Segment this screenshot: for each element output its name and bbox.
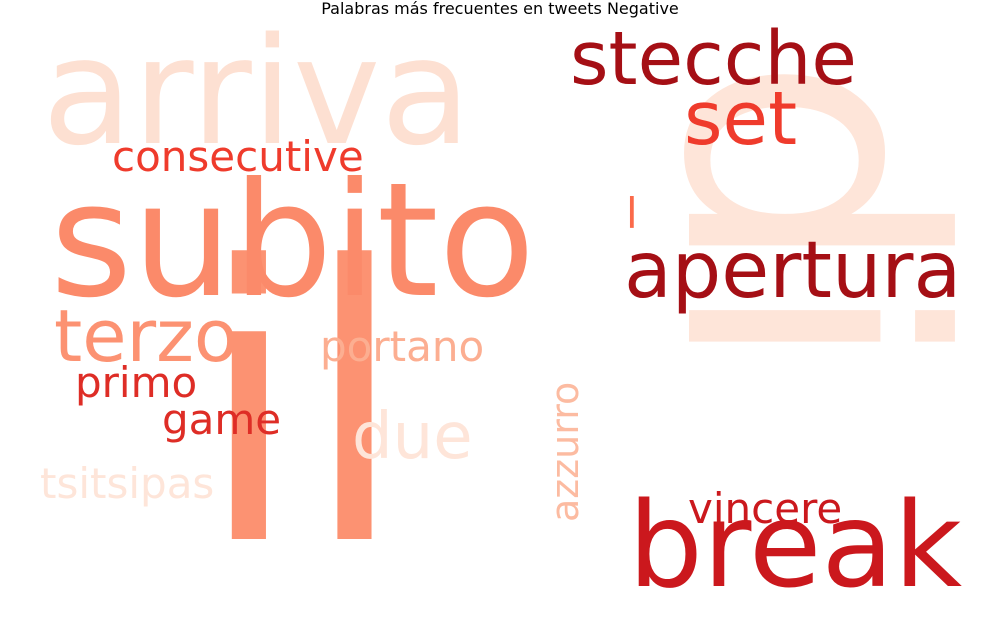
word-set: set (684, 76, 798, 162)
word-stecche: stecche (570, 16, 857, 102)
word-il: il (196, 186, 408, 629)
word-l: l (626, 189, 638, 238)
word-vincere: vincere (688, 484, 843, 533)
word-due: due (352, 400, 473, 474)
chart-title: Palabras más frecuentes en tweets Negati… (321, 0, 679, 18)
word-arriva: arriva (42, 6, 472, 178)
word-portano: portano (320, 322, 485, 371)
word-tsitsipas: tsitsipas (40, 459, 215, 508)
word-terzo: terzo (54, 294, 238, 378)
word-consecutive: consecutive (112, 132, 364, 181)
word-azzurro: azzurro (543, 381, 587, 522)
word-break: break (628, 476, 963, 614)
word-game: game (162, 395, 282, 444)
word-cloud: di arriva il subito stecche set consecut… (40, 6, 1000, 629)
word-apertura: apertura (624, 226, 962, 316)
word-primo: primo (75, 358, 198, 407)
word-subito: subito (50, 149, 536, 333)
